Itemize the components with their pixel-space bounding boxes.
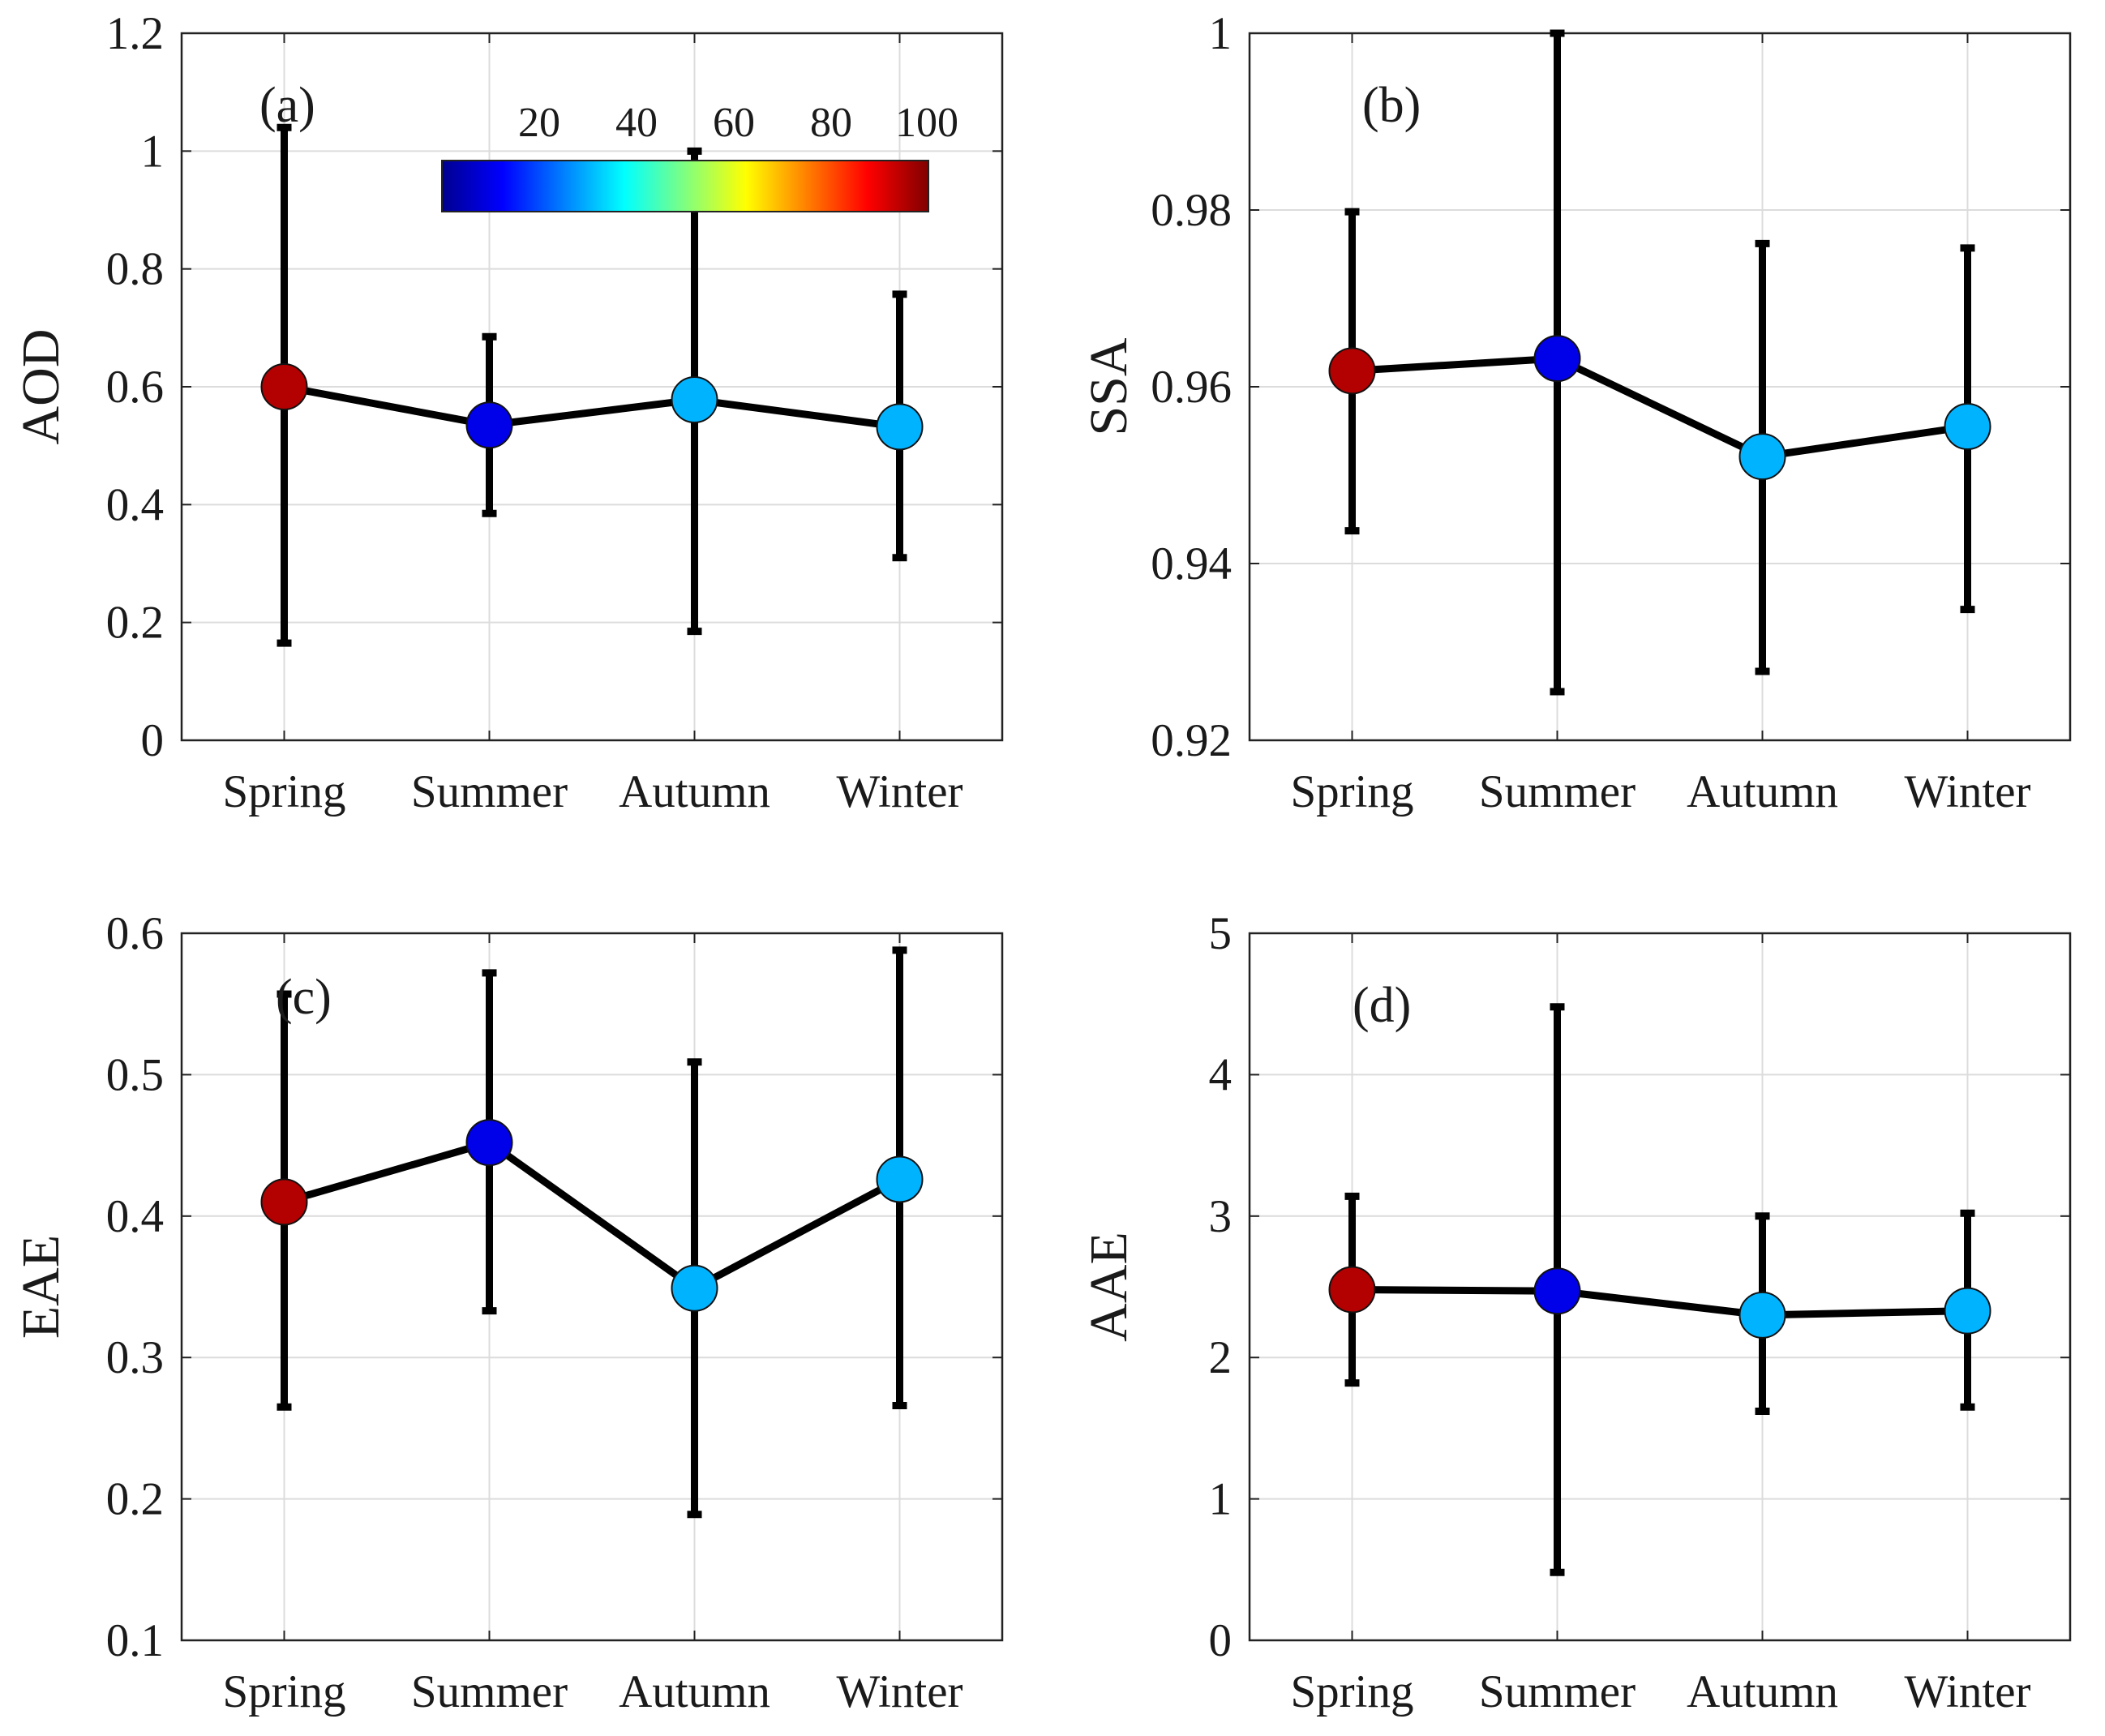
y-tick-label: 0.2 [106, 598, 164, 649]
y-tick-label: 0.3 [106, 1332, 164, 1383]
y-tick-label: 0.1 [106, 1615, 164, 1666]
data-point [1328, 347, 1376, 395]
y-tick-label: 1 [141, 126, 165, 177]
x-tick-label: Autumn [619, 1666, 770, 1717]
axes-frame [1248, 932, 2072, 1642]
axes-frame [180, 32, 1004, 742]
y-tick-label: 1 [1209, 1474, 1233, 1525]
y-tick-label: 1 [1209, 8, 1233, 59]
y-tick-label: 0.94 [1151, 538, 1232, 589]
x-tick-label: Winter [1905, 766, 2031, 817]
data-point [1533, 1267, 1581, 1315]
colorbar-tick-label: 80 [810, 100, 852, 146]
data-point [465, 1119, 513, 1167]
x-tick-label: Summer [411, 766, 568, 817]
panel-a: 0 0.2 0.4 0.6 0.8 1 1.2 Spring Summer Autumn Winte… [11, 8, 1004, 817]
data-point [260, 363, 308, 410]
y-tick-label: 0.96 [1151, 362, 1232, 413]
y-axis-label: EAE [11, 1235, 71, 1339]
x-tick-label: Spring [1290, 766, 1413, 817]
y-tick-label: 1.2 [106, 8, 164, 59]
y-axis-label: AOD [11, 329, 71, 445]
data-point [1738, 433, 1786, 481]
x-tick-label: Autumn [619, 766, 770, 817]
x-tick-label: Spring [1290, 1666, 1413, 1717]
y-axis-label: SSA [1079, 337, 1138, 435]
colorbar-bar [441, 160, 929, 212]
x-tick-label: Summer [411, 1666, 568, 1717]
colorbar-tick-label: 100 [895, 100, 958, 146]
x-tick-label: Winter [837, 1666, 963, 1717]
x-tick-label: Autumn [1687, 1666, 1838, 1717]
y-tick-label: 5 [1209, 908, 1233, 959]
x-tick-label: Autumn [1687, 766, 1838, 817]
data-point [1944, 1287, 1991, 1335]
axes-frame [180, 932, 1004, 1642]
panel-label: (d) [1353, 978, 1411, 1033]
colorbar-tick-label: 20 [518, 100, 560, 146]
panel-label: (c) [276, 970, 332, 1025]
x-tick-label: Spring [222, 766, 345, 817]
data-point [260, 1178, 308, 1226]
colorbar: 20 40 60 80 100 [441, 100, 958, 212]
data-point [671, 375, 718, 423]
y-tick-label: 0.98 [1151, 185, 1232, 236]
y-tick-label: 2 [1209, 1332, 1233, 1383]
data-point [1944, 403, 1991, 451]
data-point [1533, 335, 1581, 383]
x-tick-label: Summer [1479, 1666, 1636, 1717]
panels-layer: 0 0.2 0.4 0.6 0.8 1 1.2 Spring Summer Autumn Winte… [11, 8, 2072, 1717]
data-point [876, 1155, 924, 1203]
y-tick-label: 0.92 [1151, 715, 1232, 766]
data-point [465, 401, 513, 449]
y-tick-label: 0.6 [106, 908, 164, 959]
colorbar-tick-label: 60 [713, 100, 755, 146]
panel-c: 0.1 0.2 0.3 0.4 0.5 0.6 Spring Summer Autumn Wint… [11, 908, 1004, 1717]
y-tick-label: 0 [141, 715, 165, 766]
y-tick-label: 0.8 [106, 244, 164, 295]
plot-area [182, 933, 1002, 1640]
series-line [283, 383, 901, 431]
y-tick-label: 4 [1209, 1049, 1233, 1100]
y-tick-label: 0.2 [106, 1474, 164, 1525]
series-line [1352, 1285, 1968, 1319]
x-tick-label: Winter [837, 766, 963, 817]
y-tick-label: 0.5 [106, 1049, 164, 1100]
y-tick-label: 3 [1209, 1191, 1233, 1242]
y-tick-label: 0 [1209, 1615, 1233, 1666]
y-tick-label: 0.4 [106, 479, 164, 530]
x-tick-label: Summer [1479, 766, 1636, 817]
data-point [1738, 1291, 1786, 1339]
axes-frame [1248, 32, 2072, 742]
data-point [1328, 1266, 1376, 1314]
y-axis-label: AAE [1079, 1232, 1138, 1342]
data-point [876, 403, 924, 451]
panel-label: (a) [259, 78, 315, 133]
y-tick-label: 0.4 [106, 1191, 164, 1242]
series-line [1352, 354, 1969, 461]
panel-label: (b) [1362, 78, 1421, 133]
panel-d: 0 1 2 3 4 5 Spring Summer Autumn Winter AAE (d) [1079, 908, 2072, 1717]
x-tick-label: Spring [222, 1666, 345, 1717]
data-point [671, 1264, 718, 1312]
series-line [283, 1138, 902, 1292]
panel-b: 0.92 0.94 0.96 0.98 1 Spring Summer Autumn Winte… [1079, 8, 2072, 817]
colorbar-tick-label: 40 [615, 100, 658, 146]
y-tick-label: 0.6 [106, 362, 164, 413]
x-tick-label: Winter [1905, 1666, 2031, 1717]
